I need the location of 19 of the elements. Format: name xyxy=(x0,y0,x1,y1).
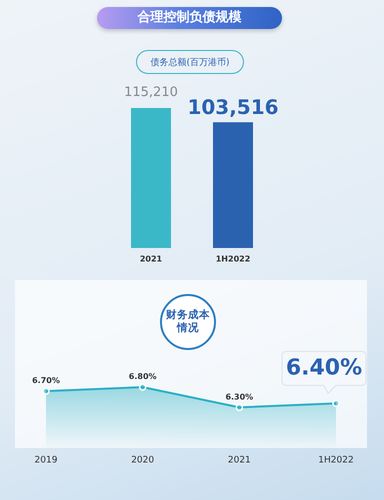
x-tick-label: 1H2022 xyxy=(318,455,354,466)
point xyxy=(42,387,50,395)
x-tick-label: 2021 xyxy=(228,455,251,466)
point xyxy=(236,404,244,412)
data-label: 6.70% xyxy=(32,376,60,386)
data-label: 6.80% xyxy=(128,372,157,382)
chart-subtitle: 债务总额(百万港币) xyxy=(136,50,244,74)
point xyxy=(138,383,146,391)
data-label: 103,516 xyxy=(187,95,279,120)
data-label: 6.30% xyxy=(225,392,254,402)
data-label: 6.40% xyxy=(286,355,362,380)
data-label: 115,210 xyxy=(124,85,178,100)
x-tick-label: 2021 xyxy=(140,254,163,264)
x-tick-label: 1H2022 xyxy=(216,254,250,264)
point xyxy=(332,400,340,408)
x-tick-label: 2020 xyxy=(131,455,154,466)
x-tick-label: 2019 xyxy=(34,455,58,466)
chart-title: 合理控制负债规模 xyxy=(97,7,282,29)
chart-title: 财务成本情况 xyxy=(165,309,211,335)
